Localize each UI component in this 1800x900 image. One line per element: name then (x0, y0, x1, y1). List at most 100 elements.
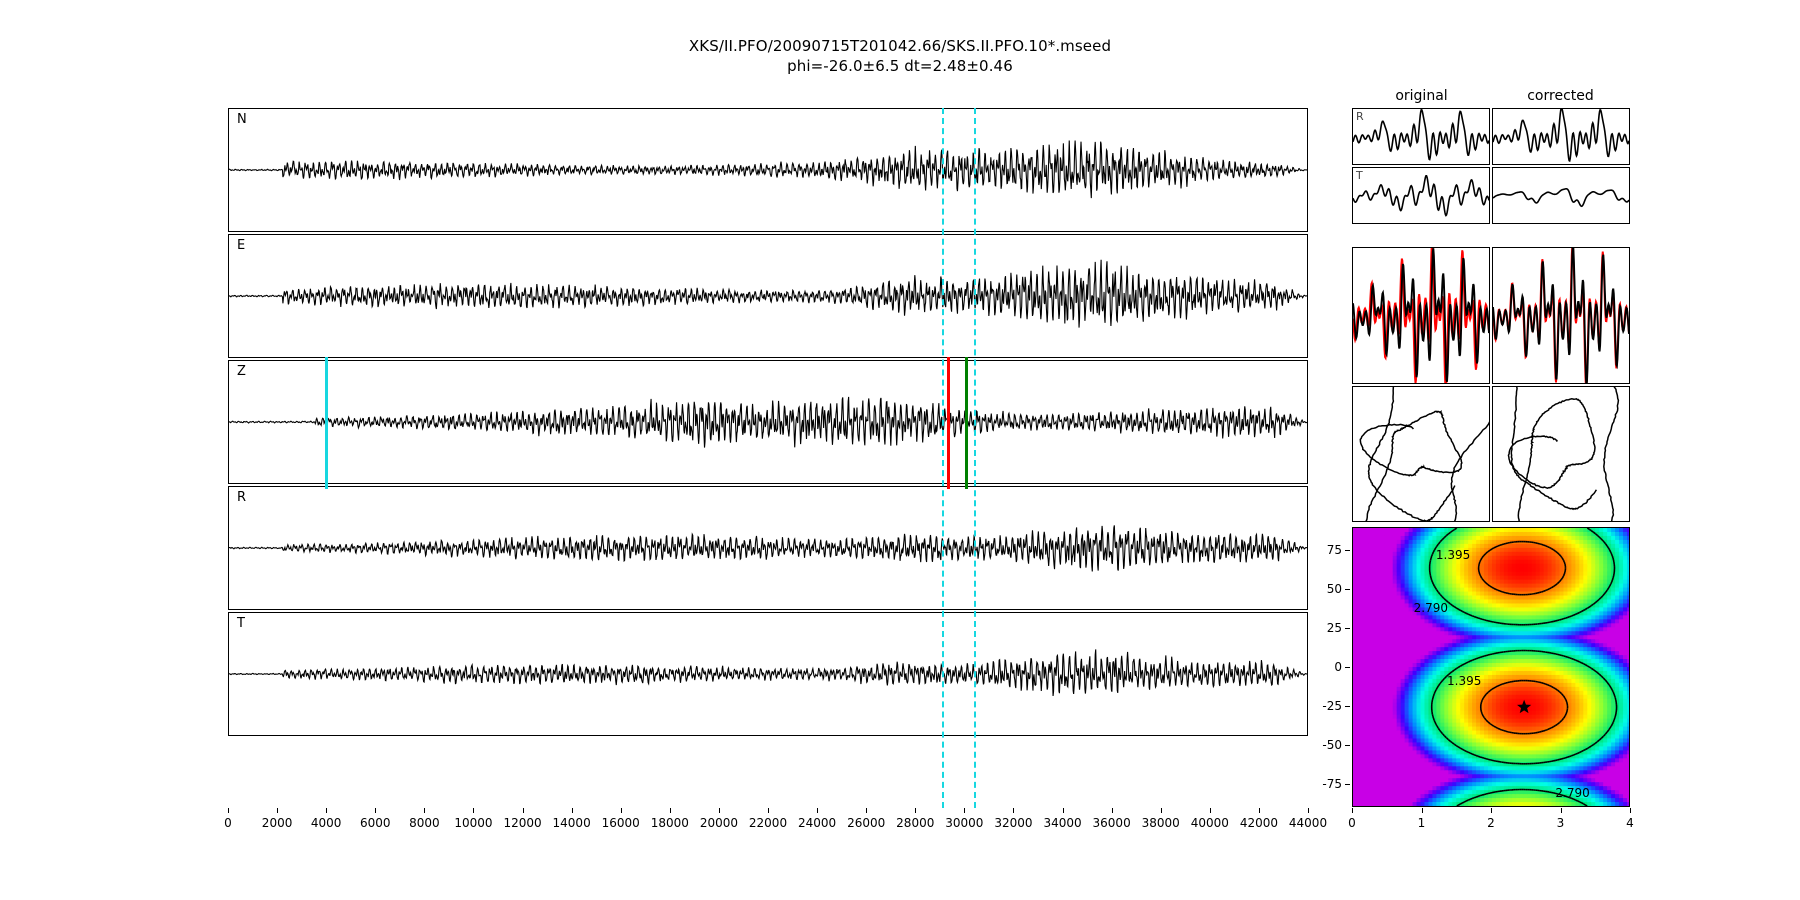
error-surface-y-tick (1345, 667, 1350, 668)
analysis-window-end-line[interactable] (974, 108, 977, 808)
error-surface-x-tick-label: 3 (1556, 816, 1565, 830)
time-axis-tick (522, 808, 524, 813)
time-axis-tick-label: 34000 (1043, 816, 1082, 830)
phase-pick-marker-green[interactable] (965, 357, 969, 489)
error-surface-y-tick-label: 25 (1326, 621, 1342, 636)
time-axis-tick-label: 8000 (409, 816, 440, 830)
error-surface-x-tick (1352, 808, 1353, 813)
time-axis-tick-label: 38000 (1141, 816, 1180, 830)
waveform-panel-R[interactable]: R (228, 486, 1308, 610)
waveform-trace-Z (229, 361, 1307, 483)
time-axis-tick (571, 808, 573, 813)
mini-panel-corrected-T[interactable] (1492, 167, 1630, 224)
time-axis-tick-label: 24000 (797, 816, 837, 830)
time-axis-tick (866, 808, 868, 813)
mini-panel-original-particle-motion[interactable] (1352, 386, 1490, 522)
error-surface-y-tick-label: -50 (1322, 737, 1342, 752)
error-surface-y-tick (1345, 783, 1350, 785)
error-surface-heatmap[interactable]: 1.395 2.790 1.395 2.790 (1352, 527, 1630, 807)
time-axis-tick (964, 808, 966, 813)
time-axis-tick-label: 6000 (359, 816, 391, 830)
time-axis-tick-label: 30000 (945, 816, 984, 830)
panel-label-Z: Z (237, 364, 246, 379)
time-axis-tick-label: 16000 (601, 816, 640, 830)
time-axis-tick (1258, 808, 1260, 813)
error-surface-y-tick (1345, 744, 1350, 746)
time-axis-tick (326, 808, 328, 813)
original-column-header: original (1395, 88, 1448, 104)
error-surface-y-tick (1345, 589, 1350, 591)
waveform-panel-E[interactable]: E (228, 234, 1308, 358)
figure-title: XKS/II.PFO/20090715T201042.66/SKS.II.PFO… (0, 36, 1800, 77)
mini-label-R-original: R (1356, 110, 1364, 123)
mini-panel-original-T[interactable]: T (1352, 167, 1490, 224)
time-axis-tick-label: 12000 (503, 816, 542, 830)
title-line-path: XKS/II.PFO/20090715T201042.66/SKS.II.PFO… (688, 37, 1112, 55)
waveform-stack: N E Z R (228, 108, 1308, 808)
waveform-trace-N (229, 109, 1307, 231)
error-surface-x-tick-label: 0 (1348, 816, 1356, 830)
waveform-trace-E (229, 235, 1307, 357)
error-surface-y-tick (1345, 705, 1350, 707)
error-surface-x-tick (1491, 808, 1492, 813)
time-axis: 0 2000 4000 6000 8000 10000 12000 14000 16000 180… (224, 808, 1327, 848)
panel-label-R: R (237, 490, 247, 505)
time-axis-tick (375, 808, 377, 813)
time-axis-tick (1013, 808, 1015, 813)
panel-label-N: N (237, 112, 247, 127)
mini-panel-original-fastslow[interactable] (1352, 247, 1490, 384)
time-axis-tick-label: 42000 (1239, 816, 1278, 830)
waveform-trace-T (229, 613, 1307, 735)
time-axis-tick (1062, 808, 1064, 813)
error-surface-y-tick-label: 75 (1326, 543, 1342, 558)
mini-label-T-original: T (1356, 169, 1363, 182)
time-axis-tick (1308, 808, 1309, 813)
panel-label-T: T (237, 616, 245, 631)
time-axis-tick-label: 22000 (748, 816, 788, 830)
time-axis-tick-label: 2000 (261, 816, 293, 830)
error-surface-x-tick-label: 1 (1417, 816, 1426, 830)
analysis-window-start-line[interactable] (942, 108, 945, 808)
mini-panel-original-R[interactable]: R (1352, 108, 1490, 165)
time-axis-tick (817, 808, 819, 813)
time-axis-tick (718, 808, 720, 813)
time-axis-tick-label: 4000 (310, 816, 342, 830)
waveform-panel-Z[interactable]: Z (228, 357, 1308, 489)
waveform-panel-T[interactable]: T (228, 612, 1308, 736)
mini-panel-corrected-particle-motion[interactable] (1492, 386, 1630, 522)
time-axis-tick (1111, 808, 1113, 813)
phase-pick-marker-cyan[interactable] (324, 357, 328, 489)
time-axis-tick (669, 808, 671, 813)
error-surface-y-tick-label: -75 (1322, 776, 1342, 791)
time-axis-tick (768, 808, 769, 813)
title-line-params: phi=-26.0±6.5 dt=2.48±0.46 (787, 57, 1013, 76)
panel-label-E: E (237, 238, 246, 253)
mini-panel-corrected-R[interactable] (1492, 108, 1630, 165)
error-surface-x-tick (1421, 808, 1423, 813)
time-axis-tick-label: 20000 (699, 816, 738, 830)
time-axis-tick (228, 808, 229, 813)
phase-pick-marker-red[interactable] (946, 357, 950, 489)
error-surface-x-tick-label: 4 (1626, 816, 1634, 830)
time-axis-tick-label: 32000 (994, 816, 1033, 830)
time-axis-tick-label: 26000 (847, 816, 886, 830)
mini-panel-corrected-fastslow[interactable] (1492, 247, 1630, 384)
time-axis-tick-label: 36000 (1092, 816, 1131, 830)
time-axis-tick (424, 808, 426, 813)
time-axis-tick-label: 18000 (650, 816, 689, 830)
comparison-column-headers: original corrected (1352, 88, 1630, 108)
time-axis-tick (915, 808, 917, 813)
corrected-column-header: corrected (1527, 88, 1594, 104)
waveform-panel-N[interactable]: N (228, 108, 1308, 232)
time-axis-tick-label: 0 (224, 816, 232, 830)
time-axis-tick (1209, 808, 1211, 813)
time-axis-tick (1160, 808, 1162, 813)
time-axis-tick-label: 28000 (896, 816, 935, 830)
time-axis-tick-label: 14000 (552, 816, 591, 830)
error-surface-x-axis: 0 1 2 3 4 (1348, 808, 1634, 838)
time-axis-tick (277, 808, 279, 813)
waveform-trace-R (229, 487, 1307, 609)
error-surface-x-tick (1630, 808, 1631, 813)
time-axis-tick (620, 808, 622, 813)
